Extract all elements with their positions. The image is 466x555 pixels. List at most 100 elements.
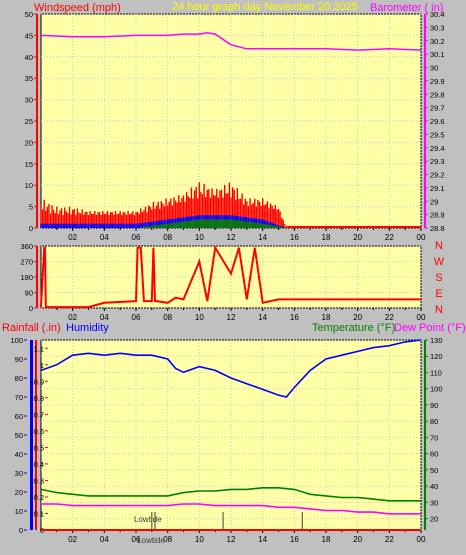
x-tick-label: 22	[385, 233, 394, 242]
y-tick-label: 40	[25, 53, 33, 62]
x-tick-label: 04	[100, 535, 109, 544]
x-tick-label: 16	[290, 233, 299, 242]
direction-series	[40, 244, 421, 309]
y-tick-label: 110	[430, 368, 442, 377]
y-tick-label: 50	[15, 431, 23, 440]
y-tick-label: 0	[19, 526, 23, 535]
y-tick-label: 0.2	[34, 493, 44, 502]
y-tick-label: 0	[29, 224, 33, 233]
y-tick-label: 70	[15, 393, 23, 402]
x-tick-label: 18	[322, 233, 331, 242]
y-tick-label: 0.5	[34, 443, 44, 452]
x-tick-label: 02	[68, 313, 77, 322]
y-tick-label: 0.1	[34, 509, 44, 518]
x-tick-label: 18	[322, 535, 331, 544]
x-tick-label: 12	[227, 233, 236, 242]
x-tick-label: 16	[290, 313, 299, 322]
x-tick-label: 00	[417, 233, 426, 242]
y-tick-label: 29.7	[430, 104, 445, 113]
x-tick-label: 04	[100, 233, 109, 242]
y-tick-label: 1.1	[34, 344, 44, 353]
y-tick-label: 28.9	[430, 211, 445, 220]
y-tick-label: 30.2	[430, 37, 445, 46]
y-tick-label: 45	[25, 31, 33, 40]
x-tick-label: 08	[163, 535, 172, 544]
x-tick-label: 14	[258, 233, 267, 242]
y-tick-label: 20	[25, 138, 33, 147]
x-tick-label: 10	[195, 233, 204, 242]
rain-axis-bar	[35, 340, 37, 530]
temp-axes: 0 10 20 30 40 50 60 70 80 90 10 00 0.1 0.2 0.3 0.4 0.5 0.…	[10, 336, 442, 544]
y-tick-label: 120	[430, 352, 443, 361]
y-tick-label: 29.5	[430, 130, 445, 139]
compass-label: E	[435, 288, 442, 300]
y-tick-label: 180	[20, 273, 33, 282]
x-tick-label: 22	[385, 313, 394, 322]
lowtide-label: Lowtide	[137, 536, 165, 545]
y-tick-label: 20	[430, 515, 438, 524]
x-tick-label: 20	[353, 233, 362, 242]
y-tick-label: 30	[15, 469, 23, 478]
x-tick-label: 20	[353, 535, 362, 544]
y-tick-label: 0.7	[34, 410, 44, 419]
y-tick-label: 100	[10, 336, 23, 345]
y-tick-label: 30.1	[430, 50, 445, 59]
x-tick-label: 00	[417, 535, 426, 544]
x-tick-label: 10	[195, 535, 204, 544]
y-tick-label: 0.4	[34, 460, 44, 469]
y-tick-label: 15	[25, 160, 33, 169]
y-tick-label: 30	[430, 498, 438, 507]
x-tick-label: 12	[227, 535, 236, 544]
y-tick-label: 35	[25, 74, 33, 83]
compass-label: N	[435, 304, 443, 316]
y-tick-label: 29.4	[430, 144, 445, 153]
barometer-label: Barometer ( in)	[370, 2, 443, 14]
y-tick-label: 30.3	[430, 23, 445, 32]
y-tick-label: 0.8	[34, 394, 44, 403]
compass-label: S	[435, 272, 442, 284]
y-tick-label: 30	[430, 64, 438, 73]
y-tick-label: 70	[430, 433, 438, 442]
y-tick-label: 50	[430, 466, 438, 475]
y-tick-label: 29.9	[430, 77, 445, 86]
y-tick-label: 40	[15, 450, 23, 459]
humidity-line	[40, 339, 422, 398]
y-tick-label: 5	[29, 203, 33, 212]
y-tick-label: 90	[25, 289, 33, 298]
y-tick-label: 29.3	[430, 157, 445, 166]
temp-plot-area	[40, 339, 422, 531]
y-tick-label: 29.8	[430, 90, 445, 99]
windspeed-label: Windspeed (mph)	[34, 2, 121, 14]
compass-label: W	[434, 256, 445, 268]
x-tick-label: 22	[385, 535, 394, 544]
y-tick-label: 29.2	[430, 171, 445, 180]
x-tick-label: 08	[163, 313, 172, 322]
y-tick-label: 60	[15, 412, 23, 421]
x-tick-label: 14	[258, 535, 267, 544]
y-tick-label: 90	[15, 355, 23, 364]
temp-grid	[41, 339, 422, 530]
wind-axes: 0 5 10 15 20 25 30 35 40 45 50 28.8 28.9 29 29.1 29.2 29…	[25, 10, 445, 242]
temperature-line	[40, 486, 421, 502]
y-tick-label: 80	[15, 374, 23, 383]
y-tick-label: 29.1	[430, 184, 445, 193]
graph-title: 24 hour graph day November 20 2025	[172, 1, 358, 13]
temperature-label: Temperature (°F)	[312, 322, 395, 334]
y-tick-label: 0.3	[34, 476, 44, 485]
x-tick-label: 06	[132, 233, 141, 242]
y-tick-label: 130	[430, 336, 443, 345]
y-tick-label: 0.9	[34, 377, 44, 386]
y-tick-label: 270	[20, 258, 33, 267]
y-tick-label: 28.8	[430, 224, 445, 233]
x-tick-label: 00	[417, 313, 426, 322]
y-tick-label: 10	[15, 507, 23, 516]
x-tick-label: 14	[258, 313, 267, 322]
y-tick-label: 1	[40, 361, 44, 370]
x-tick-label: 10	[195, 313, 204, 322]
y-tick-label: 30	[25, 96, 33, 105]
x-tick-label: 06	[132, 313, 141, 322]
x-tick-label: 02	[68, 233, 77, 242]
dewpoint-label: Dew Point (°F)	[394, 322, 466, 334]
